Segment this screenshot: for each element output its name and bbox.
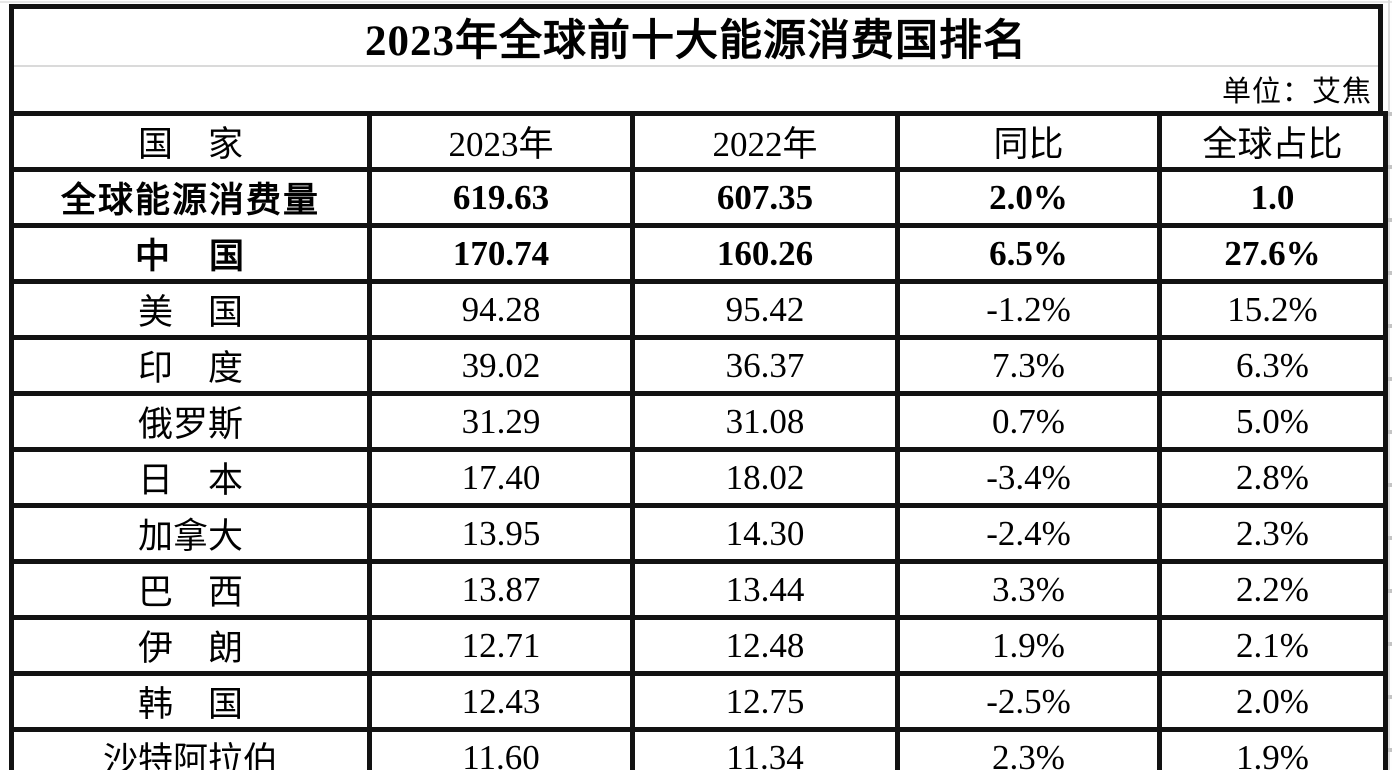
share-cell: 6.3% bbox=[1157, 335, 1388, 396]
value-2023-cell: 13.95 bbox=[367, 503, 635, 564]
table-row: 伊 朗 12.71 12.48 1.9% 2.1% bbox=[9, 615, 1388, 676]
yoy-cell: -3.4% bbox=[895, 447, 1162, 508]
yoy-cell: 2.0% bbox=[895, 167, 1162, 228]
value-2023-cell: 17.40 bbox=[367, 447, 635, 508]
share-cell: 27.6% bbox=[1157, 223, 1388, 284]
country-cell: 日 本 bbox=[9, 447, 372, 508]
share-cell: 15.2% bbox=[1157, 279, 1388, 340]
yoy-cell: -1.2% bbox=[895, 279, 1162, 340]
yoy-cell: 0.7% bbox=[895, 391, 1162, 452]
table-header-row: 国 家 2023年 2022年 同比 全球占比 bbox=[9, 111, 1388, 172]
value-2023-cell: 12.71 bbox=[367, 615, 635, 676]
table-header-block: 2023年全球前十大能源消费国排名 单位：艾焦 bbox=[9, 4, 1383, 111]
energy-ranking-table: 2023年全球前十大能源消费国排名 单位：艾焦 国 家 2023年 2022年 … bbox=[9, 4, 1388, 770]
share-cell: 2.3% bbox=[1157, 503, 1388, 564]
share-cell: 5.0% bbox=[1157, 391, 1388, 452]
yoy-cell: -2.4% bbox=[895, 503, 1162, 564]
scan-artifact-right-stubs bbox=[1384, 112, 1392, 757]
yoy-cell: 7.3% bbox=[895, 335, 1162, 396]
table-row: 韩 国 12.43 12.75 -2.5% 2.0% bbox=[9, 671, 1388, 732]
country-cell: 俄罗斯 bbox=[9, 391, 372, 452]
yoy-cell: 6.5% bbox=[895, 223, 1162, 284]
table-row: 日 本 17.40 18.02 -3.4% 2.8% bbox=[9, 447, 1388, 508]
value-2022-cell: 95.42 bbox=[630, 279, 900, 340]
table-row: 巴 西 13.87 13.44 3.3% 2.2% bbox=[9, 559, 1388, 620]
column-header-country: 国 家 bbox=[9, 111, 372, 172]
data-table: 国 家 2023年 2022年 同比 全球占比 全球能源消费量 619.63 6… bbox=[9, 111, 1388, 770]
share-cell: 1.0 bbox=[1157, 167, 1388, 228]
country-cell: 印 度 bbox=[9, 335, 372, 396]
value-2022-cell: 160.26 bbox=[630, 223, 900, 284]
value-2022-cell: 14.30 bbox=[630, 503, 900, 564]
column-header-yoy: 同比 bbox=[895, 111, 1162, 172]
value-2023-cell: 13.87 bbox=[367, 559, 635, 620]
country-cell: 伊 朗 bbox=[9, 615, 372, 676]
table-row: 美 国 94.28 95.42 -1.2% 15.2% bbox=[9, 279, 1388, 340]
value-2023-cell: 619.63 bbox=[367, 167, 635, 228]
value-2023-cell: 12.43 bbox=[367, 671, 635, 732]
scan-artifact-top-line bbox=[0, 1, 1392, 3]
column-header-share: 全球占比 bbox=[1157, 111, 1388, 172]
yoy-cell: 1.9% bbox=[895, 615, 1162, 676]
value-2022-cell: 31.08 bbox=[630, 391, 900, 452]
country-cell: 美 国 bbox=[9, 279, 372, 340]
value-2023-cell: 39.02 bbox=[367, 335, 635, 396]
value-2022-cell: 13.44 bbox=[630, 559, 900, 620]
country-cell: 巴 西 bbox=[9, 559, 372, 620]
table-row: 俄罗斯 31.29 31.08 0.7% 5.0% bbox=[9, 391, 1388, 452]
table-row: 加拿大 13.95 14.30 -2.4% 2.3% bbox=[9, 503, 1388, 564]
country-cell: 全球能源消费量 bbox=[9, 167, 372, 228]
table-row: 中 国 170.74 160.26 6.5% 27.6% bbox=[9, 223, 1388, 284]
table-row: 印 度 39.02 36.37 7.3% 6.3% bbox=[9, 335, 1388, 396]
yoy-cell: 3.3% bbox=[895, 559, 1162, 620]
unit-label: 单位：艾焦 bbox=[1221, 76, 1372, 108]
value-2023-cell: 170.74 bbox=[367, 223, 635, 284]
column-header-2023: 2023年 bbox=[367, 111, 635, 172]
yoy-cell: 2.3% bbox=[895, 727, 1162, 770]
country-cell: 沙特阿拉伯 bbox=[9, 727, 372, 770]
value-2022-cell: 36.37 bbox=[630, 335, 900, 396]
table-row: 沙特阿拉伯 11.60 11.34 2.3% 1.9% bbox=[9, 727, 1388, 770]
value-2022-cell: 12.48 bbox=[630, 615, 900, 676]
country-cell: 中 国 bbox=[9, 223, 372, 284]
share-cell: 2.8% bbox=[1157, 447, 1388, 508]
share-cell: 2.1% bbox=[1157, 615, 1388, 676]
share-cell: 2.2% bbox=[1157, 559, 1388, 620]
share-cell: 1.9% bbox=[1157, 727, 1388, 770]
value-2022-cell: 11.34 bbox=[630, 727, 900, 770]
value-2023-cell: 94.28 bbox=[367, 279, 635, 340]
share-cell: 2.0% bbox=[1157, 671, 1388, 732]
page-title: 2023年全球前十大能源消费国排名 bbox=[14, 9, 1378, 67]
value-2023-cell: 31.29 bbox=[367, 391, 635, 452]
value-2023-cell: 11.60 bbox=[367, 727, 635, 770]
value-2022-cell: 12.75 bbox=[630, 671, 900, 732]
column-header-2022: 2022年 bbox=[630, 111, 900, 172]
table-row: 全球能源消费量 619.63 607.35 2.0% 1.0 bbox=[9, 167, 1388, 228]
value-2022-cell: 607.35 bbox=[630, 167, 900, 228]
yoy-cell: -2.5% bbox=[895, 671, 1162, 732]
value-2022-cell: 18.02 bbox=[630, 447, 900, 508]
country-cell: 加拿大 bbox=[9, 503, 372, 564]
country-cell: 韩 国 bbox=[9, 671, 372, 732]
